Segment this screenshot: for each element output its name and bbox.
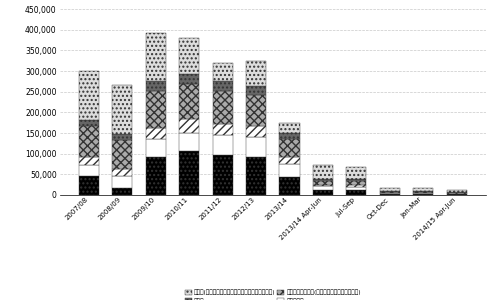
- Bar: [446, 193, 467, 194]
- Bar: [246, 137, 266, 157]
- Bar: [213, 91, 233, 124]
- Bar: [446, 192, 467, 193]
- Bar: [146, 91, 166, 128]
- Bar: [413, 191, 434, 192]
- Bar: [79, 176, 99, 195]
- Bar: [112, 134, 132, 140]
- Bar: [246, 61, 266, 86]
- Bar: [112, 140, 132, 169]
- Bar: [112, 169, 132, 176]
- Bar: [246, 126, 266, 137]
- Bar: [146, 157, 166, 195]
- Bar: [79, 120, 99, 126]
- Bar: [446, 190, 467, 192]
- Bar: [179, 133, 199, 151]
- Bar: [112, 176, 132, 188]
- Bar: [380, 194, 400, 195]
- Bar: [146, 33, 166, 81]
- Bar: [313, 190, 333, 195]
- Bar: [380, 191, 400, 192]
- Bar: [146, 81, 166, 91]
- Bar: [346, 185, 367, 187]
- Bar: [279, 139, 300, 157]
- Bar: [179, 38, 199, 74]
- Bar: [413, 194, 434, 195]
- Bar: [279, 123, 300, 133]
- Bar: [246, 86, 266, 94]
- Bar: [213, 136, 233, 155]
- Bar: [279, 133, 300, 139]
- Bar: [246, 157, 266, 195]
- Bar: [79, 71, 99, 120]
- Bar: [112, 188, 132, 195]
- Bar: [380, 192, 400, 193]
- Bar: [313, 185, 333, 186]
- Bar: [279, 157, 300, 164]
- Bar: [179, 151, 199, 195]
- Bar: [313, 186, 333, 190]
- Bar: [79, 126, 99, 157]
- Bar: [313, 181, 333, 185]
- Bar: [146, 139, 166, 157]
- Bar: [380, 188, 400, 191]
- Bar: [313, 179, 333, 181]
- Bar: [213, 63, 233, 80]
- Bar: [146, 128, 166, 139]
- Bar: [279, 164, 300, 177]
- Bar: [179, 74, 199, 84]
- Bar: [346, 187, 367, 190]
- Bar: [213, 80, 233, 91]
- Legend: その他(整理解雇手当、障害・年齢・人種差別など), 性差別, 均等賃金, 賃金の不正な控除(事業譲渡による解雇を含む), 不公正解雇, 労働時間指令: その他(整理解雇手当、障害・年齢・人種差別など), 性差別, 均等賃金, 賃金の…: [183, 287, 363, 300]
- Bar: [79, 157, 99, 165]
- Bar: [279, 177, 300, 195]
- Bar: [79, 165, 99, 176]
- Bar: [313, 165, 333, 179]
- Bar: [346, 167, 367, 179]
- Bar: [413, 188, 434, 191]
- Bar: [446, 194, 467, 195]
- Bar: [213, 155, 233, 195]
- Bar: [179, 119, 199, 133]
- Bar: [346, 179, 367, 181]
- Bar: [380, 193, 400, 194]
- Bar: [413, 193, 434, 194]
- Bar: [413, 192, 434, 193]
- Bar: [346, 181, 367, 185]
- Bar: [179, 84, 199, 119]
- Bar: [112, 85, 132, 134]
- Bar: [213, 124, 233, 136]
- Bar: [346, 190, 367, 195]
- Bar: [246, 94, 266, 126]
